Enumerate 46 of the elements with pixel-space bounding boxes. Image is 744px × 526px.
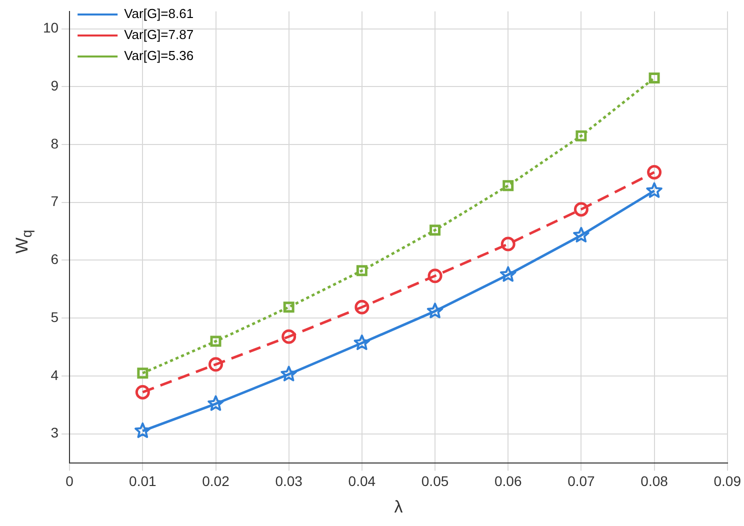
y-tick-label: 5 <box>50 308 59 325</box>
x-tick-label: 0.03 <box>275 473 303 490</box>
point <box>134 422 151 438</box>
y-tick-label: 4 <box>50 366 59 383</box>
y-tick-label: 7 <box>50 193 59 210</box>
point <box>646 182 662 198</box>
point <box>135 384 150 400</box>
x-tick-label: 0.01 <box>129 473 156 490</box>
point <box>354 300 370 314</box>
y-tick-label: 8 <box>50 135 59 152</box>
point <box>283 302 294 313</box>
point <box>573 226 590 242</box>
point <box>282 329 296 344</box>
y-tick-label: 9 <box>50 77 59 94</box>
point <box>648 72 660 84</box>
y-tick-label: 3 <box>50 424 59 441</box>
point <box>647 165 662 180</box>
point <box>356 265 368 276</box>
x-tick-label: 0 <box>66 473 74 490</box>
legend-label: Var[G]=7.87 <box>124 27 194 42</box>
point <box>210 336 222 347</box>
point <box>208 357 223 372</box>
x-tick-label: 0.02 <box>202 473 230 490</box>
legend-label: Var[G]=5.36 <box>124 48 194 64</box>
point <box>354 334 370 350</box>
point <box>428 268 442 284</box>
x-tick-label: 0.08 <box>640 473 668 490</box>
point <box>576 130 587 142</box>
point <box>280 366 297 382</box>
legend-label: Var[G]=8.61 <box>124 6 194 22</box>
y-tick-label: 6 <box>50 251 59 268</box>
x-tick-label: 0.06 <box>494 473 522 490</box>
point <box>137 368 148 379</box>
x-tick-label: 0.05 <box>421 473 449 490</box>
point <box>500 266 516 282</box>
y-tick-label: 10 <box>42 20 59 36</box>
point <box>500 236 516 252</box>
point <box>426 302 444 318</box>
x-tick-label: 0.09 <box>714 473 742 490</box>
x-axis-title: λ <box>394 497 404 516</box>
point <box>574 202 588 217</box>
x-tick-label: 0.04 <box>348 473 376 490</box>
point <box>208 395 224 411</box>
x-tick-label: 0.07 <box>568 473 596 490</box>
point <box>502 180 514 192</box>
point <box>430 224 441 236</box>
